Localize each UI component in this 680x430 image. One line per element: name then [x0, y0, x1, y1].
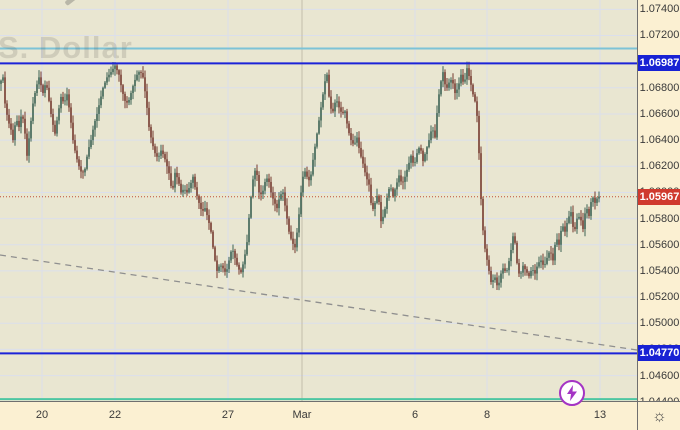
price-tick-label: 1.06600: [639, 107, 680, 120]
price-tick-label: 1.04400: [638, 396, 680, 401]
price-tick-label: 1.07200: [639, 29, 680, 42]
time-tick-label: 6: [411, 409, 419, 421]
trendline-dashed[interactable]: [0, 254, 637, 351]
candlestick-chart: [0, 0, 637, 401]
price-axis[interactable]: 1.07400 1.07200 1.06800 1.06600 1.06400 1.062…: [637, 0, 680, 401]
price-tick-label: 1.05000: [639, 317, 680, 330]
price-badge: 1.04770: [638, 345, 680, 362]
gear-icon: ☼: [652, 407, 667, 425]
price-tick-label: 1.06400: [639, 134, 680, 147]
price-tick-label: 1.05600: [639, 238, 680, 251]
time-tick-label: Mar: [292, 409, 312, 421]
price-tick-label: 1.05400: [639, 264, 680, 277]
price-tick-label: 1.06800: [639, 81, 680, 94]
time-tick-label: 27: [221, 409, 235, 421]
time-tick-label: 22: [108, 409, 122, 421]
price-tick-label: 1.04600: [639, 369, 680, 382]
time-tick-label: 8: [483, 409, 491, 421]
lightning-icon: [567, 385, 577, 401]
quick-trade-button[interactable]: [559, 380, 585, 406]
price-tick-label: 1.05200: [639, 291, 680, 304]
price-tick-label: 1.05800: [639, 212, 680, 225]
time-tick-label: 13: [593, 409, 607, 421]
candle-series: [0, 61, 600, 291]
axis-settings-button[interactable]: ☼: [637, 401, 680, 430]
time-tick-label: 20: [35, 409, 49, 421]
price-badge: 1.05967: [638, 188, 680, 205]
price-tick-label: 1.06200: [639, 160, 680, 173]
time-axis[interactable]: 20 22 27 Mar 6 8 13: [0, 401, 637, 430]
price-badge: 1.06987: [638, 55, 680, 72]
chart-plot-area[interactable]: S. Dollar: [0, 0, 637, 401]
price-tick-label: 1.07400: [639, 3, 680, 16]
